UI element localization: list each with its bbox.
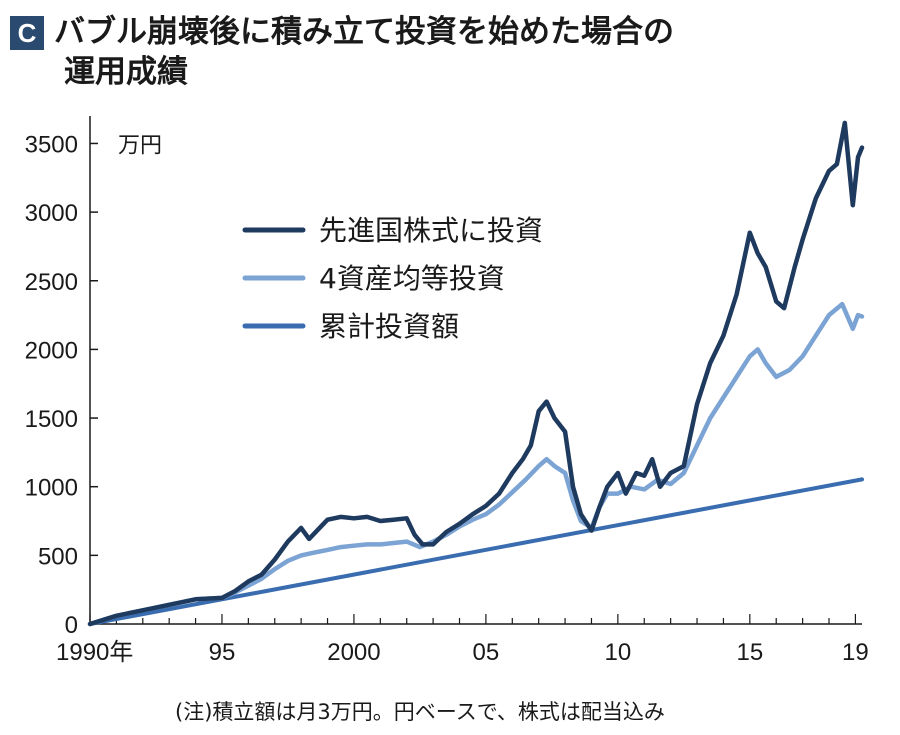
title-line-1: バブル崩壊後に積み立て投資を始めた場合の <box>54 14 674 50</box>
legend-label-2: 4資産均等投資 <box>319 262 505 295</box>
x-tick-label: 15 <box>736 639 763 666</box>
y-tick-label: 1500 <box>25 406 78 433</box>
x-tick-label: 95 <box>209 639 236 666</box>
y-tick-label: 2000 <box>25 337 78 364</box>
y-tick-label: 2500 <box>25 269 78 296</box>
y-tick-label: 500 <box>38 543 78 570</box>
y-tick-label: 3500 <box>25 131 78 158</box>
legend-label-1: 先進国株式に投資 <box>319 214 543 247</box>
x-tick-label: 1990年 <box>56 639 133 666</box>
series-line-2 <box>87 301 865 627</box>
x-tick-label: 05 <box>473 639 500 666</box>
x-tick-label: 19 <box>842 639 869 666</box>
y-tick-label: 3000 <box>25 200 78 227</box>
legend-label-3: 累計投資額 <box>319 310 459 343</box>
x-tick-label: 10 <box>605 639 632 666</box>
footnote: (注)積立額は月3万円。円ベースで、株式は配当込み <box>175 700 665 724</box>
y-tick-label: 0 <box>65 612 78 639</box>
y-unit-label: 万円 <box>118 133 162 158</box>
series-line-3 <box>88 477 864 626</box>
y-tick-label: 1000 <box>25 475 78 502</box>
title-line-2: 運用成績 <box>64 54 188 90</box>
title-badge: C <box>10 16 44 50</box>
x-tick-label: 2000 <box>327 639 380 666</box>
series-line-1 <box>87 120 865 627</box>
